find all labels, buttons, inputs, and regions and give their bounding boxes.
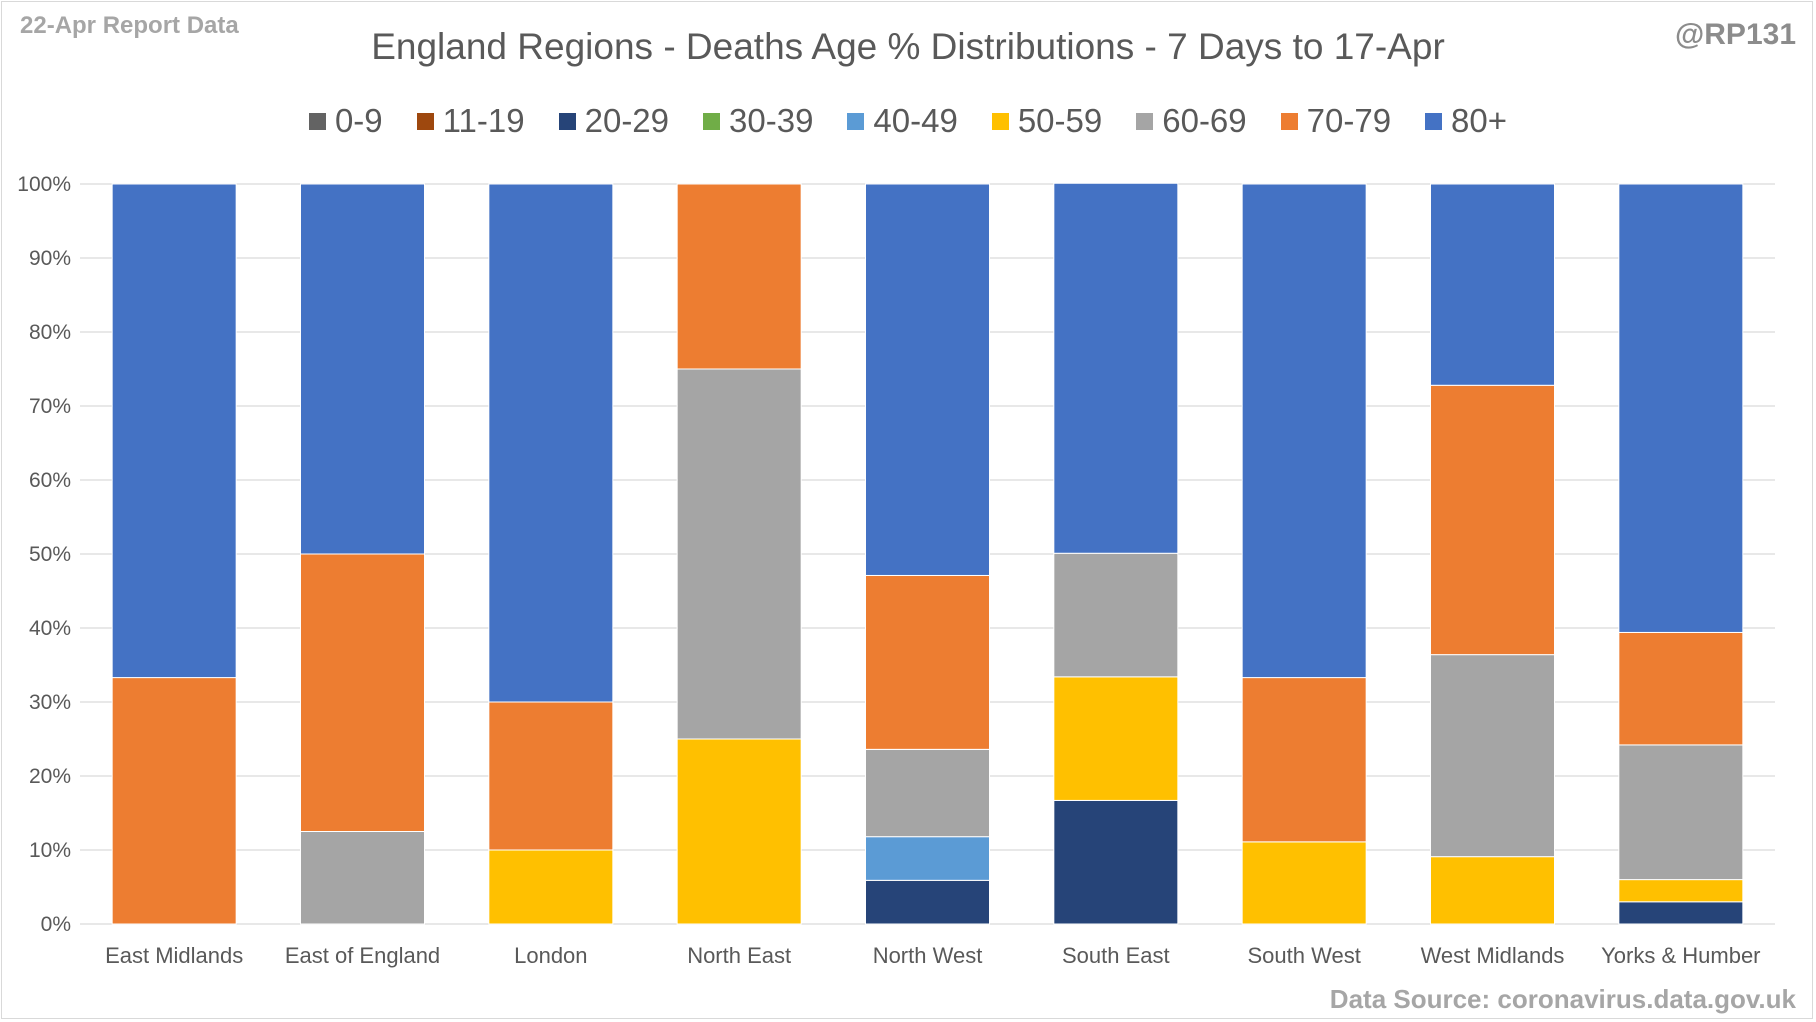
- legend-label: 70-79: [1306, 102, 1392, 139]
- bar-segment-20-29: [865, 879, 990, 925]
- y-tick-label: 90%: [29, 247, 71, 270]
- bar-segment-60-69: [676, 368, 802, 740]
- legend-swatch: [1280, 112, 1298, 130]
- x-category-label: South West: [1248, 943, 1361, 968]
- bar-segment-50-59: [1053, 676, 1179, 801]
- bar-segment-50-59: [1241, 841, 1367, 925]
- bar-segment-80+: [1053, 182, 1179, 554]
- y-tick-label: 80%: [29, 321, 71, 344]
- x-category-label: East of England: [285, 943, 440, 968]
- data-source: Data Source: coronavirus.data.gov.uk: [1329, 984, 1796, 1014]
- bar-segment-80+: [488, 183, 614, 703]
- y-tick-label: 70%: [29, 395, 71, 418]
- legend-item-11-19: 11-19: [416, 102, 525, 140]
- bar-segment-60-69: [865, 748, 990, 838]
- bar-segment-70-79: [488, 701, 614, 851]
- legend-label: 50-59: [1017, 102, 1103, 139]
- bar-segment-80+: [865, 183, 990, 576]
- legend-label: 11-19: [442, 102, 525, 139]
- bar-segment-80+: [111, 183, 237, 679]
- x-category-label: West Midlands: [1421, 943, 1565, 968]
- legend-item-30-39: 30-39: [703, 102, 813, 140]
- x-category-label: London: [514, 943, 587, 968]
- bar-segment-40-49: [865, 836, 990, 881]
- bar-segment-70-79: [1241, 677, 1367, 843]
- bar-segment-80+: [1430, 183, 1555, 386]
- bar-segment-70-79: [111, 677, 237, 925]
- x-category-label: North West: [873, 943, 983, 968]
- bar-segment-50-59: [1430, 856, 1555, 925]
- legend-label: 30-39: [729, 102, 814, 139]
- legend-swatch: [1425, 112, 1443, 130]
- bar-segment-60-69: [1053, 552, 1179, 678]
- bar-segment-20-29: [1618, 901, 1744, 925]
- legend-item-60-69: 60-69: [1136, 102, 1247, 140]
- legend-item-50-59: 50-59: [991, 102, 1103, 140]
- legend-item-0-9: 0-9: [308, 102, 383, 140]
- bar-segment-70-79: [865, 574, 990, 750]
- x-category-label: North East: [687, 943, 791, 968]
- bar-segment-20-29: [1053, 799, 1179, 925]
- bar-segment-50-59: [1618, 879, 1744, 903]
- bar-segment-80+: [1618, 183, 1744, 633]
- author-handle: @RP131: [1675, 18, 1796, 51]
- chart-title: England Regions - Deaths Age % Distribut…: [371, 26, 1445, 67]
- legend-swatch: [991, 112, 1009, 130]
- y-tick-label: 20%: [29, 765, 71, 788]
- legend-swatch: [847, 112, 865, 130]
- x-category-label: Yorks & Humber: [1601, 943, 1760, 968]
- bar-segment-50-59: [488, 849, 614, 925]
- legend-label: 40-49: [873, 102, 958, 139]
- bar-segment-60-69: [1430, 654, 1555, 858]
- y-tick-label: 0%: [41, 913, 71, 936]
- report-date-label: 22-Apr Report Data: [20, 12, 239, 39]
- bar-segment-70-79: [676, 183, 802, 370]
- y-tick-label: 10%: [29, 839, 71, 862]
- bar-segment-50-59: [676, 738, 802, 925]
- bar-segment-70-79: [1618, 631, 1744, 746]
- bar-segment-70-79: [300, 553, 425, 832]
- legend-item-40-49: 40-49: [847, 102, 958, 140]
- x-category-label: East Midlands: [105, 943, 243, 968]
- y-tick-label: 100%: [17, 173, 71, 196]
- legend-swatch: [416, 112, 434, 130]
- y-tick-label: 60%: [29, 469, 71, 492]
- legend-item-80+: 80+: [1425, 102, 1507, 140]
- chart-legend: 0-9 11-19 20-29 30-39 40-49 50-59 60-69 70-79 80…: [0, 102, 1816, 140]
- x-category-label: South East: [1062, 943, 1170, 968]
- legend-swatch: [308, 112, 326, 130]
- bar-segment-60-69: [300, 831, 425, 925]
- y-tick-label: 50%: [29, 543, 71, 566]
- legend-swatch: [558, 112, 576, 130]
- bar-segment-80+: [1241, 183, 1367, 679]
- y-tick-label: 30%: [29, 691, 71, 714]
- y-tick-label: 40%: [29, 617, 71, 640]
- legend-item-70-79: 70-79: [1280, 102, 1392, 140]
- legend-swatch: [703, 112, 721, 130]
- bar-segment-80+: [300, 183, 425, 555]
- legend-item-20-29: 20-29: [558, 102, 670, 140]
- legend-swatch: [1136, 112, 1154, 130]
- legend-label: 60-69: [1162, 102, 1247, 139]
- legend-label: 0-9: [334, 102, 383, 139]
- legend-label: 80+: [1451, 102, 1508, 139]
- bar-segment-60-69: [1618, 744, 1744, 881]
- bar-segment-70-79: [1430, 384, 1555, 656]
- legend-label: 20-29: [584, 102, 670, 139]
